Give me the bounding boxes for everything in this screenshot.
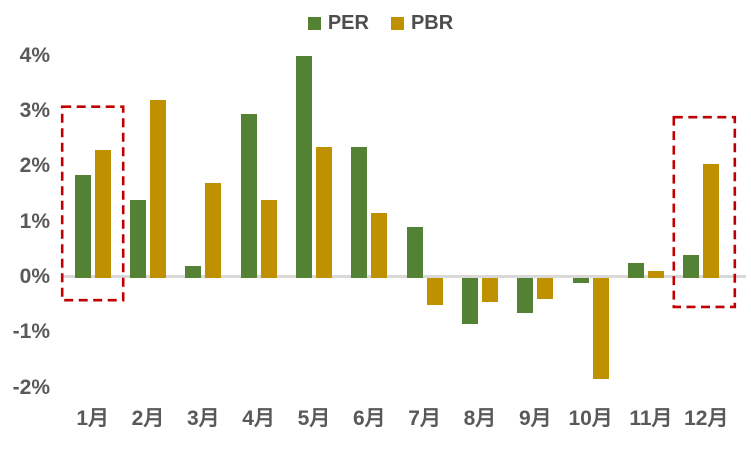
x-axis-label-12月: 12月	[684, 407, 729, 430]
bar-pbr-1月	[94, 149, 111, 278]
bar-pbr-4月	[260, 199, 277, 278]
y-axis-tick-label: -2%	[12, 375, 50, 399]
x-axis-label-11月: 11月	[629, 407, 673, 430]
legend-item-per: PER	[307, 12, 369, 34]
bar-pbr-7月	[426, 277, 443, 305]
legend-label-per: PER	[327, 12, 369, 34]
x-axis-label-9月: 9月	[518, 407, 552, 430]
legend-label-pbr: PBR	[410, 12, 454, 34]
x-axis-label-1月: 1月	[76, 407, 109, 430]
y-axis-tick-label: 3%	[19, 99, 50, 123]
bar-per-10月	[572, 277, 589, 283]
x-axis-label-10月: 10月	[568, 407, 613, 430]
legend-item-pbr: PBR	[390, 12, 454, 34]
bar-per-8月	[461, 277, 478, 324]
bar-pbr-12月	[703, 163, 720, 278]
x-axis-label-6月: 6月	[352, 407, 386, 430]
bar-per-4月	[240, 113, 257, 278]
y-axis-tick-label: 1%	[19, 209, 50, 233]
x-axis-label-5月: 5月	[297, 407, 331, 430]
bar-pbr-2月	[149, 100, 166, 278]
per-series-swatch-icon	[307, 16, 321, 30]
x-axis-label-7月: 7月	[408, 407, 441, 430]
bar-per-6月	[351, 147, 368, 278]
bar-pbr-3月	[205, 182, 222, 278]
x-axis-label-3月: 3月	[186, 407, 220, 430]
chart-legend: PER PBR	[10, 13, 751, 33]
bar-pbr-6月	[371, 213, 388, 278]
bar-pbr-11月	[647, 271, 664, 278]
x-axis-label-8月: 8月	[463, 407, 497, 430]
bar-pbr-10月	[592, 277, 609, 380]
bar-per-9月	[517, 277, 534, 313]
bar-pbr-9月	[537, 277, 554, 300]
bar-per-1月	[74, 174, 91, 278]
bar-per-2月	[129, 199, 146, 278]
y-axis-tick-label: 0%	[19, 265, 50, 288]
bar-per-7月	[406, 227, 423, 278]
bar-pbr-8月	[481, 277, 498, 302]
y-axis-tick-label: -1%	[12, 320, 50, 344]
pbr-series-swatch-icon	[390, 16, 404, 30]
bar-per-3月	[185, 265, 202, 278]
bar-pbr-5月	[315, 147, 332, 278]
y-axis-tick-label: 4%	[19, 43, 50, 67]
x-axis-label-2月: 2月	[131, 407, 165, 430]
x-axis-label-4月: 4月	[242, 407, 275, 430]
bar-per-5月	[295, 55, 312, 278]
y-axis-tick-label: 2%	[19, 154, 50, 178]
bar-per-12月	[683, 254, 700, 278]
zero-baseline	[62, 274, 746, 278]
bar-per-11月	[627, 263, 644, 278]
